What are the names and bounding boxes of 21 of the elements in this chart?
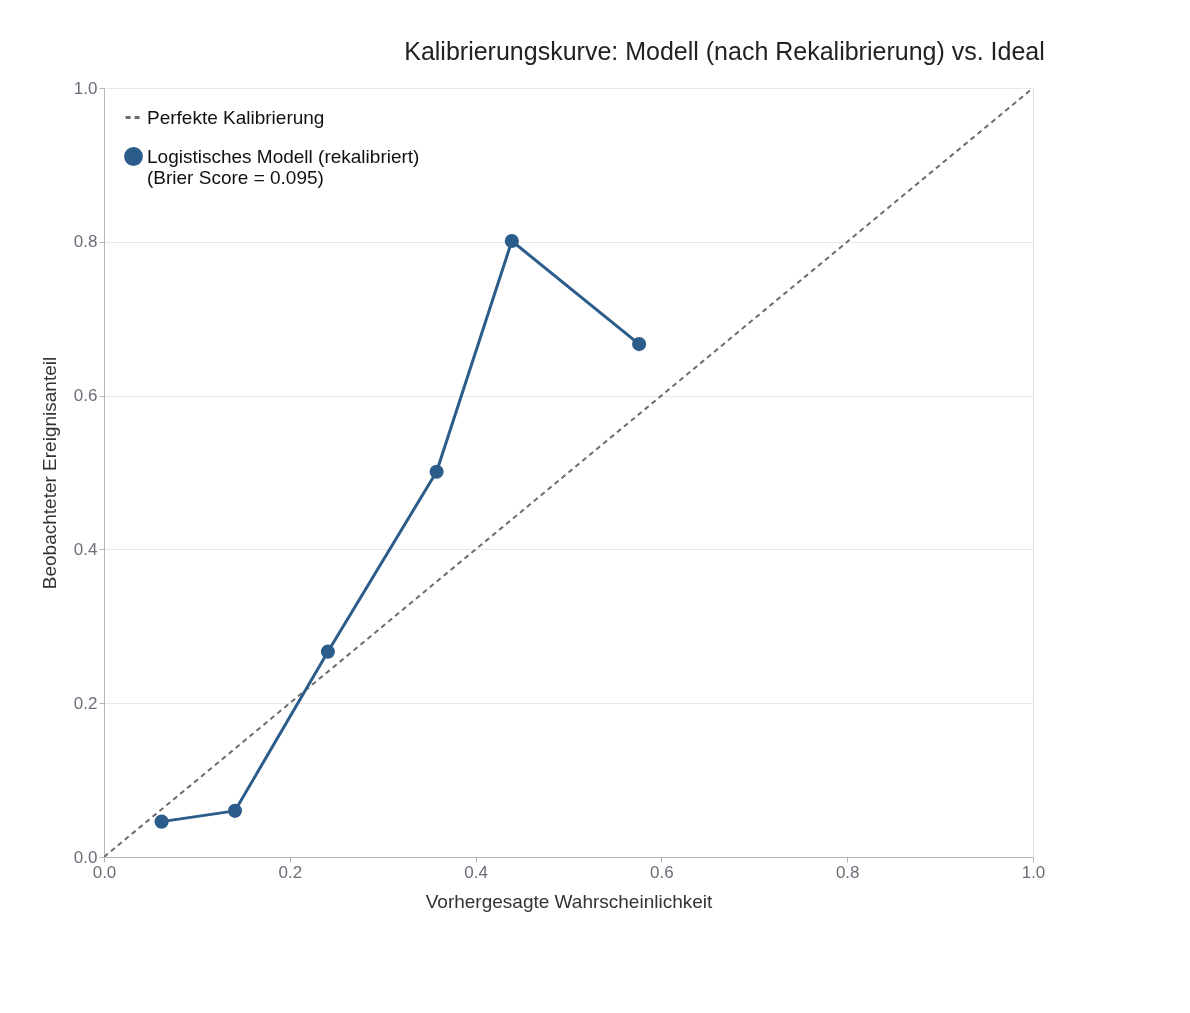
point xyxy=(632,337,647,352)
x-tick-label: 0.4 xyxy=(464,862,488,882)
y-tick-label: 0.4 xyxy=(73,539,98,559)
point xyxy=(504,233,519,249)
point xyxy=(429,464,444,479)
x-tick-label: 0.2 xyxy=(278,862,303,882)
y-tick-label: 0.6 xyxy=(73,386,98,406)
point xyxy=(227,803,243,818)
x-tick-label: 1.0 xyxy=(1021,862,1046,882)
x-axis-title: Vorhergesagte Wahrscheinlichkeit xyxy=(425,890,713,912)
point xyxy=(320,644,335,659)
point xyxy=(154,814,169,829)
chart-title: Kalibrierungskurve: Modell (nach Rekalibrierung) vs. Ideal xyxy=(404,37,1045,65)
y-axis-title: Beobachteter Ereignisanteil xyxy=(38,356,60,590)
x-tick-label: 0.8 xyxy=(835,862,860,882)
y-tick-label: 0.8 xyxy=(73,232,98,252)
y-tick-label: 1.0 xyxy=(73,78,98,98)
legend-label: Perfekte Kalibrierung xyxy=(147,106,325,128)
legend-label: Logistisches Modell (rekalibriert) (Brier Score = 0.095) xyxy=(147,145,420,188)
y-tick-label: 0.2 xyxy=(73,693,98,713)
x-tick-label: 0.6 xyxy=(650,862,674,882)
